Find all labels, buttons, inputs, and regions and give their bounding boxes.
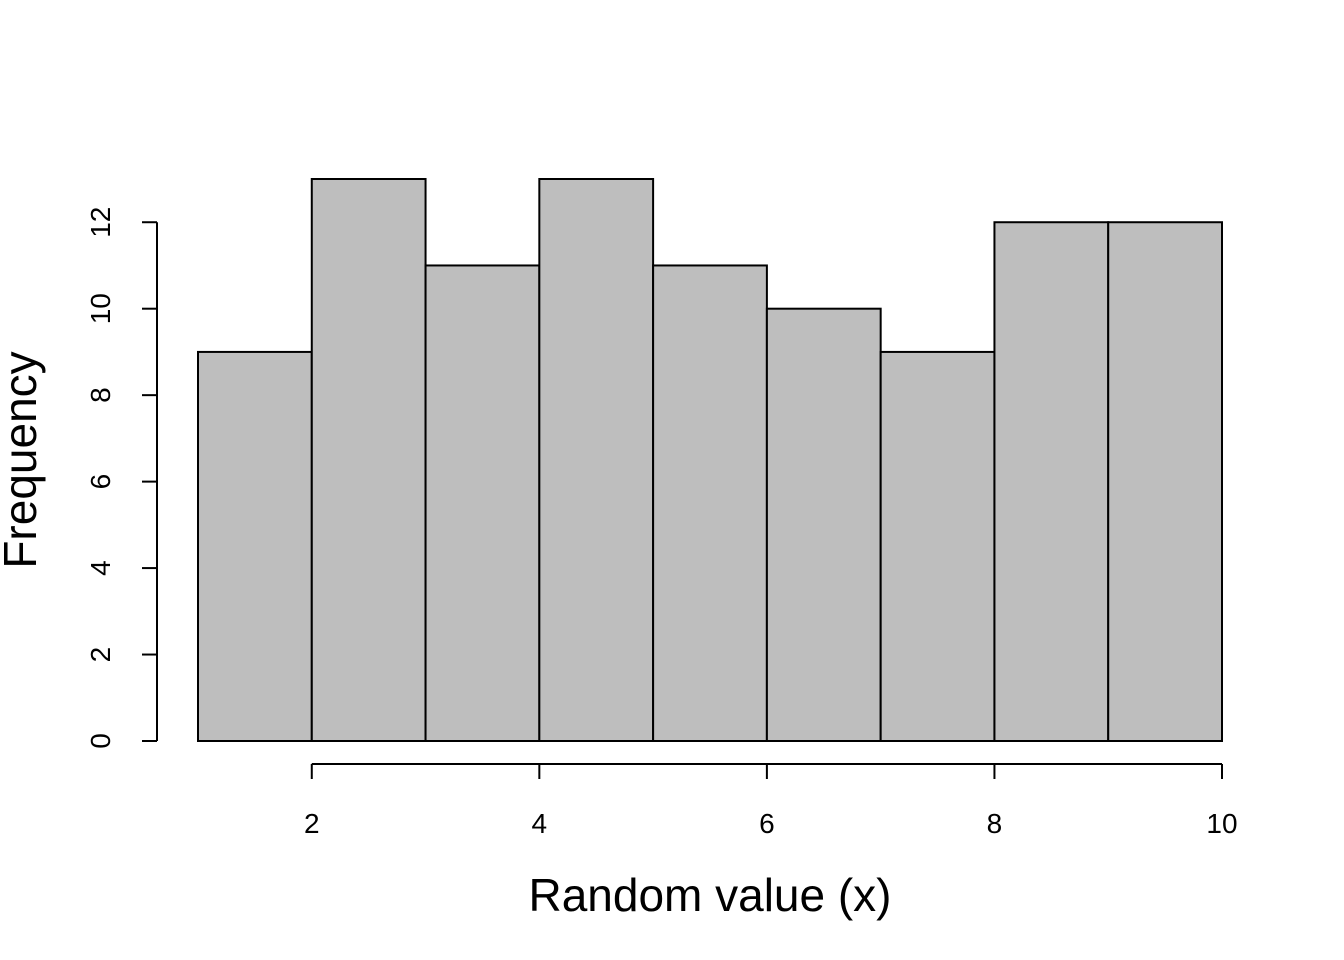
x-tick-label: 10 [1206,808,1237,839]
y-tick-label: 2 [85,647,116,663]
x-axis-title: Random value (x) [528,869,891,921]
y-tick-label: 6 [85,474,116,490]
y-tick-label: 0 [85,733,116,749]
x-tick-label: 8 [987,808,1003,839]
histogram-bar-7 [879,350,996,742]
histogram-bar-4 [538,178,655,742]
histogram-bars [197,178,1223,742]
y-tick-label: 12 [85,207,116,238]
x-tick-label: 2 [304,808,320,839]
histogram-bar-6 [765,307,882,742]
histogram-bar-9 [1107,221,1223,742]
x-tick-label: 4 [532,808,548,839]
y-tick-label: 4 [85,560,116,576]
histogram-bar-3 [424,264,541,742]
x-axis: 2 4 6 8 10 [304,763,1238,839]
histogram-bar-1 [197,350,313,742]
x-tick-label: 6 [759,808,775,839]
y-axis: 0 2 4 6 8 10 12 [85,207,158,749]
histogram-bar-2 [310,178,427,742]
histogram-bar-8 [993,221,1110,742]
y-axis-ticks: 0 2 4 6 8 10 12 [85,207,157,749]
y-axis-title: Frequency [0,351,46,568]
y-tick-label: 8 [85,387,116,403]
x-axis-ticks: 2 4 6 8 10 [304,764,1238,839]
y-tick-label: 10 [85,293,116,324]
histogram-bar-5 [652,264,768,742]
